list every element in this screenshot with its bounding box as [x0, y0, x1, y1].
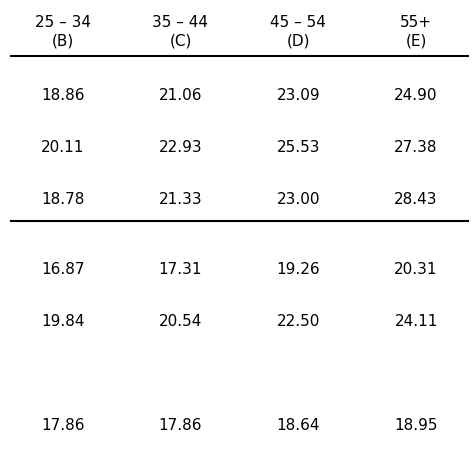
Text: (E): (E)	[405, 34, 427, 49]
Text: 18.78: 18.78	[41, 192, 84, 207]
Text: 24.90: 24.90	[394, 88, 438, 103]
Text: 16.87: 16.87	[41, 263, 84, 277]
Text: 18.64: 18.64	[276, 418, 320, 433]
Text: 55+: 55+	[400, 15, 432, 30]
Text: 23.00: 23.00	[276, 192, 320, 207]
Text: 25 – 34: 25 – 34	[35, 15, 91, 30]
Text: 21.33: 21.33	[159, 192, 202, 207]
Text: 27.38: 27.38	[394, 140, 438, 155]
Text: 24.11: 24.11	[394, 314, 438, 329]
Text: 17.86: 17.86	[41, 418, 84, 433]
Text: 20.31: 20.31	[394, 263, 438, 277]
Text: 28.43: 28.43	[394, 192, 438, 207]
Text: 17.86: 17.86	[159, 418, 202, 433]
Text: 18.95: 18.95	[394, 418, 438, 433]
Text: 20.54: 20.54	[159, 314, 202, 329]
Text: 22.93: 22.93	[159, 140, 202, 155]
Text: 19.84: 19.84	[41, 314, 84, 329]
Text: 45 – 54: 45 – 54	[270, 15, 326, 30]
Text: 25.53: 25.53	[276, 140, 320, 155]
Text: 19.26: 19.26	[276, 263, 320, 277]
Text: (D): (D)	[286, 34, 310, 49]
Text: 17.31: 17.31	[159, 263, 202, 277]
Text: 23.09: 23.09	[276, 88, 320, 103]
Text: (C): (C)	[169, 34, 191, 49]
Text: 20.11: 20.11	[41, 140, 84, 155]
Text: (B): (B)	[52, 34, 74, 49]
Text: 21.06: 21.06	[159, 88, 202, 103]
Text: 35 – 44: 35 – 44	[153, 15, 209, 30]
Text: 18.86: 18.86	[41, 88, 84, 103]
Text: 22.50: 22.50	[276, 314, 320, 329]
